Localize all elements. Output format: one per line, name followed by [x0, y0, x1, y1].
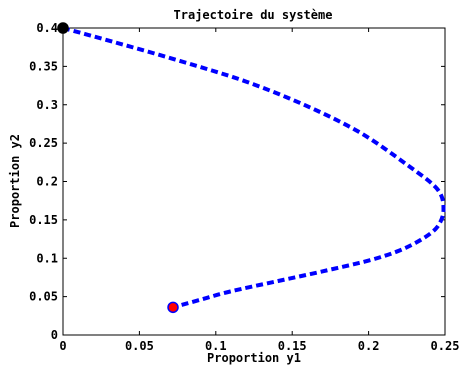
- x-tick-label: 0.1: [205, 339, 227, 353]
- x-tick-label: 0.2: [358, 339, 380, 353]
- chart-title: Trajectoire du système: [174, 8, 333, 22]
- y-tick-label: 0: [51, 328, 58, 342]
- y-tick-label: 0.35: [29, 59, 58, 73]
- y-tick-label: 0.2: [36, 175, 58, 189]
- y-tick-label: 0.1: [36, 251, 58, 265]
- x-tick-label: 0.15: [278, 339, 307, 353]
- x-axis-label: Proportion y1: [207, 351, 301, 365]
- y-tick-label: 0.15: [29, 213, 58, 227]
- x-tick-label: 0.05: [125, 339, 154, 353]
- end-marker: [167, 301, 179, 314]
- axis-ticks: 0 0.05 0.1 0.15 0.2 0.25 0 0.05 0.1 0.15 0.2 0.25 0.…: [29, 21, 459, 353]
- y-axis-label: Proportion y2: [8, 134, 22, 228]
- y-tick-label: 0.4: [36, 21, 58, 35]
- y-tick-label: 0.3: [36, 98, 58, 112]
- x-tick-label: 0.25: [431, 339, 460, 353]
- plot-area: [62, 27, 446, 336]
- x-tick-label: 0: [59, 339, 66, 353]
- series-layer: [62, 26, 446, 310]
- trajectory-line: [62, 26, 446, 310]
- y-tick-label: 0.25: [29, 136, 58, 150]
- start-marker: [57, 22, 69, 34]
- y-tick-label: 0.05: [29, 290, 58, 304]
- marker-layer: [57, 22, 179, 314]
